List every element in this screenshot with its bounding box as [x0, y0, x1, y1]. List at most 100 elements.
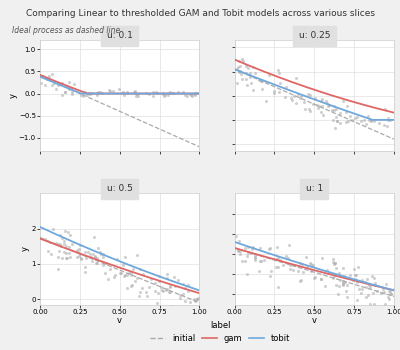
Point [302, 254, 309, 260]
Point [44, 76, 50, 82]
Point [75, 249, 81, 255]
Point [94, 90, 100, 95]
Point [353, 273, 359, 278]
Point [331, 273, 338, 279]
Point [312, 275, 319, 280]
Point [187, 92, 193, 97]
Point [259, 79, 265, 84]
Point [136, 294, 142, 299]
Point [244, 253, 251, 259]
Point [168, 303, 174, 309]
Point [310, 101, 316, 107]
Point [66, 85, 73, 91]
Point [77, 242, 83, 248]
Point [275, 264, 281, 270]
Point [298, 277, 305, 283]
Title: u: 0.5: u: 0.5 [107, 184, 133, 194]
Point [326, 270, 332, 275]
Point [340, 282, 347, 288]
Point [122, 254, 128, 260]
Point [128, 284, 134, 289]
Point [381, 289, 387, 295]
Point [146, 91, 152, 96]
Point [120, 262, 127, 268]
Point [88, 258, 95, 264]
Point [258, 258, 264, 264]
Point [131, 89, 138, 95]
Point [293, 75, 300, 80]
Point [83, 256, 89, 261]
Point [67, 232, 73, 238]
Point [291, 262, 297, 268]
Point [85, 249, 91, 254]
Point [332, 282, 339, 287]
Point [362, 279, 368, 285]
Point [175, 89, 181, 95]
Point [344, 282, 351, 287]
Point [50, 226, 56, 231]
Point [94, 260, 100, 266]
Point [256, 77, 263, 82]
Point [244, 271, 250, 277]
Point [116, 86, 122, 91]
Point [192, 92, 198, 98]
Point [358, 290, 364, 295]
Point [366, 117, 372, 123]
Point [235, 247, 242, 252]
Point [358, 277, 365, 283]
Point [132, 90, 138, 96]
Point [310, 275, 317, 281]
Point [69, 241, 75, 247]
Point [342, 279, 348, 285]
X-axis label: v: v [117, 316, 122, 325]
Point [122, 272, 128, 278]
Point [251, 252, 258, 258]
Point [148, 276, 154, 282]
Point [155, 290, 161, 295]
Point [169, 90, 175, 96]
Point [52, 86, 59, 92]
Point [330, 261, 337, 267]
Point [63, 250, 69, 255]
Point [91, 254, 98, 260]
Point [378, 290, 384, 296]
Point [68, 85, 74, 91]
Point [250, 87, 256, 92]
Point [268, 268, 274, 274]
Point [58, 243, 65, 248]
Point [309, 263, 316, 268]
Point [74, 247, 80, 253]
Point [353, 277, 359, 283]
Point [259, 86, 265, 92]
Point [372, 280, 378, 285]
Point [246, 70, 253, 76]
Point [316, 103, 322, 109]
Point [92, 260, 99, 265]
Point [376, 120, 382, 126]
Point [55, 266, 62, 272]
Point [137, 289, 143, 295]
Point [59, 80, 66, 86]
Point [61, 238, 68, 244]
Point [175, 278, 181, 283]
Point [61, 241, 67, 247]
Point [330, 275, 336, 281]
Point [300, 270, 307, 275]
Point [287, 262, 293, 268]
Point [387, 117, 393, 122]
Point [80, 93, 86, 98]
Point [42, 82, 49, 87]
Point [275, 255, 282, 261]
Point [185, 282, 192, 288]
Point [308, 268, 314, 274]
Point [167, 284, 174, 290]
Point [386, 289, 393, 295]
Point [120, 90, 126, 95]
Point [370, 301, 377, 306]
Point [192, 90, 198, 96]
Point [64, 83, 70, 89]
Point [102, 270, 109, 276]
Point [160, 90, 166, 96]
Point [285, 255, 291, 261]
Point [286, 242, 292, 248]
